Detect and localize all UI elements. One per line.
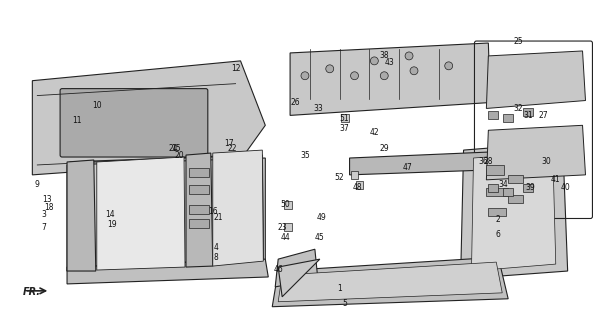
Text: 12: 12 (231, 64, 241, 73)
Text: 26: 26 (290, 98, 300, 107)
Bar (503, 114, 513, 122)
Text: 9: 9 (35, 180, 40, 189)
Bar (341, 114, 349, 122)
Bar (356, 181, 364, 189)
Text: 41: 41 (551, 175, 560, 184)
Text: 15: 15 (171, 144, 181, 153)
Text: 28: 28 (484, 157, 493, 166)
Circle shape (445, 62, 452, 70)
Text: 7: 7 (42, 223, 47, 232)
Text: 5: 5 (342, 299, 347, 308)
Text: 38: 38 (379, 52, 389, 60)
Text: 17: 17 (224, 139, 233, 148)
Polygon shape (32, 61, 265, 175)
Text: 29: 29 (379, 144, 389, 153)
Text: 31: 31 (523, 111, 533, 120)
Polygon shape (67, 160, 96, 271)
Text: 52: 52 (335, 173, 344, 182)
Text: 49: 49 (317, 213, 326, 222)
Bar (523, 108, 533, 116)
Text: 11: 11 (72, 116, 82, 125)
Text: 45: 45 (315, 233, 325, 242)
Circle shape (326, 65, 334, 73)
Text: 30: 30 (541, 157, 551, 166)
Bar (508, 195, 523, 203)
Text: 44: 44 (280, 233, 290, 242)
Text: 42: 42 (370, 128, 379, 137)
Polygon shape (350, 152, 490, 175)
Text: 22: 22 (228, 144, 238, 153)
Polygon shape (275, 249, 318, 287)
Bar (189, 168, 209, 177)
Polygon shape (272, 257, 508, 307)
Text: 13: 13 (43, 195, 52, 204)
Polygon shape (487, 51, 586, 108)
Text: 43: 43 (385, 58, 394, 67)
Text: 3: 3 (42, 210, 47, 219)
Text: 23: 23 (277, 223, 287, 232)
Text: 8: 8 (214, 253, 218, 262)
Polygon shape (213, 150, 263, 266)
Text: 16: 16 (208, 207, 218, 216)
Polygon shape (67, 259, 268, 284)
Text: 25: 25 (513, 36, 523, 45)
Bar (508, 175, 523, 183)
Polygon shape (97, 157, 185, 270)
Bar (523, 184, 533, 192)
Bar (488, 184, 498, 192)
Polygon shape (461, 142, 568, 279)
Circle shape (405, 52, 413, 60)
Text: 37: 37 (340, 124, 349, 133)
Bar (189, 185, 209, 194)
Text: 33: 33 (313, 104, 323, 113)
Text: 47: 47 (402, 164, 412, 172)
Bar (503, 188, 513, 196)
Bar (284, 201, 292, 209)
Text: 50: 50 (280, 200, 290, 209)
Text: 4: 4 (214, 243, 218, 252)
Text: 27: 27 (538, 111, 548, 120)
Text: 6: 6 (496, 230, 501, 239)
Text: 18: 18 (44, 203, 54, 212)
Circle shape (350, 72, 358, 80)
Circle shape (380, 72, 388, 80)
Text: 21: 21 (214, 213, 223, 222)
Polygon shape (278, 262, 502, 302)
Bar (350, 171, 358, 179)
Text: 1: 1 (337, 284, 342, 293)
Text: 51: 51 (340, 114, 349, 123)
Bar (189, 220, 209, 228)
Text: 48: 48 (353, 183, 362, 192)
Text: 34: 34 (499, 180, 508, 189)
Polygon shape (472, 152, 556, 271)
Text: 10: 10 (92, 101, 101, 110)
Text: 2: 2 (496, 215, 500, 224)
Text: 20: 20 (174, 150, 184, 160)
Text: 19: 19 (107, 220, 116, 229)
Text: 14: 14 (105, 210, 115, 219)
Text: 40: 40 (561, 183, 571, 192)
Polygon shape (487, 125, 586, 180)
Text: FR.: FR. (22, 287, 40, 297)
Polygon shape (186, 153, 213, 267)
Bar (487, 165, 504, 175)
Text: 46: 46 (274, 265, 283, 274)
Bar (488, 111, 498, 119)
Text: 39: 39 (525, 183, 535, 192)
Bar (488, 208, 506, 215)
Text: 32: 32 (513, 104, 523, 113)
Circle shape (410, 67, 418, 75)
Bar (284, 223, 292, 231)
Bar (487, 188, 508, 196)
Text: 35: 35 (300, 150, 310, 160)
Polygon shape (67, 158, 265, 271)
Polygon shape (290, 43, 490, 116)
Polygon shape (278, 259, 320, 297)
Text: 36: 36 (479, 157, 488, 166)
FancyBboxPatch shape (60, 89, 208, 157)
Text: 24: 24 (168, 144, 178, 153)
Circle shape (301, 72, 309, 80)
Bar (189, 204, 209, 213)
Circle shape (370, 57, 379, 65)
